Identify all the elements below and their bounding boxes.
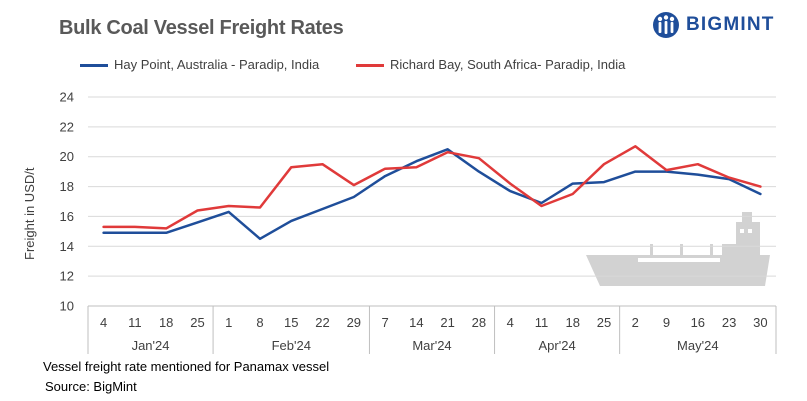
x-tick-label: 7	[381, 315, 388, 330]
x-tick-label: 1	[225, 315, 232, 330]
x-tick-label: 11	[128, 315, 142, 330]
x-tick-label: 15	[284, 315, 298, 330]
footnote: Vessel freight rate mentioned for Panama…	[43, 359, 330, 374]
y-tick-label: 18	[60, 179, 74, 194]
x-tick-label: 11	[535, 315, 549, 330]
month-label: May'24	[677, 338, 719, 353]
legend-swatch-richard-bay	[356, 64, 384, 67]
x-tick-label: 30	[753, 315, 767, 330]
x-tick-label: 16	[691, 315, 705, 330]
y-tick-label: 12	[60, 269, 74, 284]
x-tick-label: 9	[663, 315, 670, 330]
legend-label-richard-bay: Richard Bay, South Africa- Paradip, Indi…	[390, 57, 626, 72]
x-tick-label: 29	[347, 315, 361, 330]
x-tick-label: 25	[190, 315, 204, 330]
x-tick-label: 18	[159, 315, 173, 330]
legend-swatch-hay-point	[80, 64, 108, 67]
series-line-hay-point	[102, 148, 762, 241]
month-label: Feb'24	[272, 338, 311, 353]
y-tick-label: 20	[60, 149, 74, 164]
x-tick-label: 28	[472, 315, 486, 330]
legend-label-hay-point: Hay Point, Australia - Paradip, India	[114, 57, 320, 72]
chart-title: Bulk Coal Vessel Freight Rates	[59, 17, 344, 39]
series-line-richard-bay	[102, 145, 762, 230]
y-tick-label: 14	[60, 239, 74, 254]
y-tick-label: 24	[60, 90, 74, 105]
x-tick-label: 21	[440, 315, 454, 330]
y-tick-label: 22	[60, 119, 74, 134]
x-tick-label: 8	[256, 315, 263, 330]
ship-illustration	[586, 212, 770, 286]
x-tick-label: 14	[409, 315, 423, 330]
month-label: Mar'24	[412, 338, 451, 353]
month-label: Jan'24	[132, 338, 170, 353]
month-label: Apr'24	[539, 338, 576, 353]
y-tick-label: 16	[60, 209, 74, 224]
x-tick-label: 25	[597, 315, 611, 330]
y-tick-label: 10	[60, 299, 74, 314]
bigmint-logo-text: BIGMINT	[686, 14, 775, 35]
y-axis-title: Freight in USD/t	[22, 167, 37, 260]
source-note: Source: BigMint	[45, 379, 137, 394]
x-tick-label: 2	[632, 315, 639, 330]
bigmint-logo: BIGMINT	[650, 10, 800, 40]
x-tick-label: 4	[507, 315, 514, 330]
x-tick-label: 22	[315, 315, 329, 330]
x-tick-label: 4	[100, 315, 107, 330]
x-tick-label: 23	[722, 315, 736, 330]
bigmint-logo-icon	[653, 12, 679, 38]
x-tick-label: 18	[565, 315, 579, 330]
